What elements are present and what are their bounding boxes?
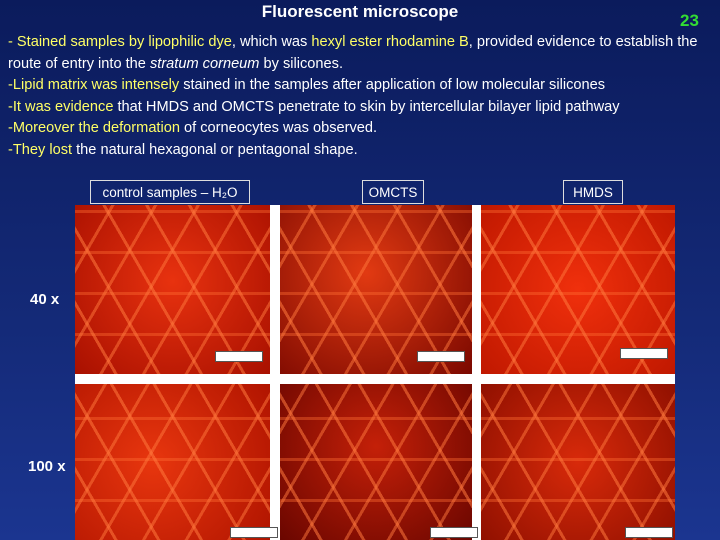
column-label: OMCTS	[362, 180, 424, 204]
micrograph	[481, 384, 675, 540]
bullet: - Stained samples by lipophilic dye, whi…	[8, 32, 712, 75]
text-run: stained in the samples after application…	[179, 77, 606, 93]
row-label: 100 x	[28, 458, 66, 475]
scale-bar	[430, 527, 478, 538]
text-run: -Lipid matrix was intensely	[8, 77, 180, 93]
text-run: , which was	[231, 34, 312, 50]
image-grid	[75, 205, 675, 540]
scale-bar	[215, 351, 263, 362]
column-label: control samples – H₂O	[90, 180, 250, 204]
micrograph	[280, 205, 472, 374]
text-run: of corneocytes was observed.	[179, 120, 378, 136]
bullet: -Lipid matrix was intensely stained in t…	[8, 75, 712, 97]
page-number: 23	[680, 11, 699, 30]
bullet-list: - Stained samples by lipophilic dye, whi…	[8, 32, 712, 161]
scale-bar	[620, 348, 668, 359]
text-run: hexyl ester rhodamine B	[311, 34, 469, 50]
row-label: 40 x	[30, 291, 60, 308]
scale-bar	[625, 527, 673, 538]
bullet: -It was evidence that HMDS and OMCTS pen…	[8, 97, 712, 119]
text-run: - Stained samples by lipophilic dye	[8, 34, 232, 50]
text-run: -Moreover the deformation	[8, 120, 180, 136]
bullet: -Moreover the deformation of corneocytes…	[8, 118, 712, 140]
scale-bar	[417, 351, 465, 362]
micrograph	[75, 205, 270, 374]
scale-bar	[230, 527, 278, 538]
text-run: -They lost	[8, 141, 73, 158]
slide-title: Fluorescent microscope	[261, 2, 459, 21]
micrograph	[75, 384, 270, 540]
bullet: -They lost the natural hexagonal or pent…	[8, 140, 712, 162]
micrograph	[481, 205, 675, 374]
text-run: stratum corneum	[149, 55, 260, 72]
text-run: , provided evidence to establish the rou…	[8, 34, 698, 72]
text-run: -It was evidence	[8, 98, 114, 115]
text-run: by silicones.	[259, 55, 344, 72]
text-run: that HMDS and OMCTS penetrate to skin by…	[113, 98, 620, 115]
micrograph	[280, 384, 472, 540]
column-label: HMDS	[563, 180, 623, 204]
text-run: the natural hexagonal or pentagonal shap…	[72, 141, 358, 158]
